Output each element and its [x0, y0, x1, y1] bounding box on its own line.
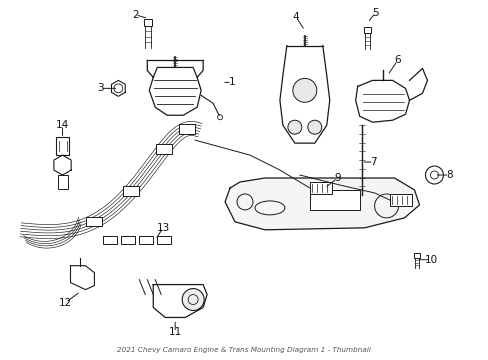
Bar	[413, 253, 419, 258]
Bar	[364, 27, 370, 32]
Bar	[157, 236, 171, 244]
Bar	[179, 124, 194, 134]
Polygon shape	[153, 285, 207, 318]
Polygon shape	[111, 80, 125, 96]
Text: 2021 Chevy Camaro Engine & Trans Mounting Diagram 1 - Thumbnail: 2021 Chevy Camaro Engine & Trans Mountin…	[117, 347, 370, 353]
Bar	[56, 137, 69, 155]
Text: 13: 13	[156, 223, 169, 233]
Text: 2: 2	[132, 10, 138, 20]
Bar	[121, 236, 135, 244]
Bar	[139, 236, 153, 244]
Text: 9: 9	[334, 173, 340, 183]
Bar	[122, 186, 139, 196]
Bar	[389, 194, 411, 206]
Circle shape	[292, 78, 316, 102]
Text: 6: 6	[393, 55, 400, 66]
Circle shape	[307, 120, 321, 134]
Polygon shape	[149, 67, 201, 115]
Text: 7: 7	[369, 157, 376, 167]
Polygon shape	[355, 80, 408, 122]
Polygon shape	[408, 68, 427, 100]
Text: 3: 3	[97, 84, 103, 93]
Circle shape	[182, 289, 203, 310]
Text: 5: 5	[371, 8, 378, 18]
Polygon shape	[70, 266, 94, 289]
Polygon shape	[224, 178, 419, 230]
Bar	[86, 216, 102, 226]
Bar	[103, 236, 117, 244]
Text: 12: 12	[59, 297, 72, 307]
Text: 11: 11	[168, 327, 182, 337]
Polygon shape	[54, 155, 71, 175]
Text: 1: 1	[228, 77, 235, 87]
Text: 8: 8	[445, 170, 452, 180]
Bar	[309, 190, 359, 210]
Text: 4: 4	[292, 12, 299, 22]
Bar	[144, 19, 152, 26]
Text: 14: 14	[56, 120, 69, 130]
Polygon shape	[279, 45, 329, 143]
Bar	[156, 144, 172, 154]
Circle shape	[287, 120, 301, 134]
Bar	[58, 175, 67, 189]
Text: 10: 10	[424, 255, 437, 265]
Bar	[309, 182, 331, 194]
Circle shape	[425, 166, 443, 184]
